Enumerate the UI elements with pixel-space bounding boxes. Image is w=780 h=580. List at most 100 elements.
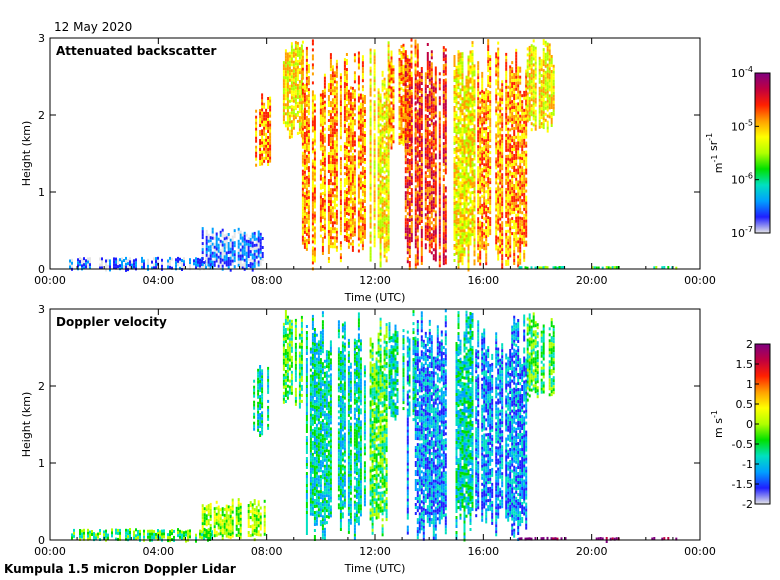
data-cell xyxy=(359,153,362,157)
data-cell xyxy=(305,97,308,101)
data-cell xyxy=(329,203,332,207)
data-cell xyxy=(477,259,480,263)
data-cell xyxy=(359,150,362,154)
data-cell xyxy=(430,194,433,198)
data-cell xyxy=(347,113,350,117)
data-cell xyxy=(349,170,352,174)
data-cell xyxy=(261,135,264,139)
data-cell xyxy=(359,105,362,109)
data-cell xyxy=(398,66,401,70)
data-cell xyxy=(387,236,390,240)
data-cell xyxy=(261,117,264,121)
data-cell xyxy=(335,59,338,63)
data-cell xyxy=(414,149,417,153)
data-cell xyxy=(69,262,71,266)
data-cell xyxy=(385,187,388,191)
data-cell xyxy=(479,148,482,152)
data-cell xyxy=(305,133,308,137)
data-cell xyxy=(487,168,490,172)
data-cell xyxy=(247,255,250,258)
data-cell xyxy=(377,226,380,230)
data-cell xyxy=(343,85,346,89)
data-cell xyxy=(387,194,390,198)
data-cell xyxy=(300,44,303,48)
data-cell xyxy=(377,109,380,113)
data-cell xyxy=(333,245,336,249)
data-cell xyxy=(442,58,445,62)
data-cell xyxy=(404,197,407,201)
data-cell xyxy=(331,245,334,249)
data-cell xyxy=(331,98,334,102)
data-cell xyxy=(404,203,407,207)
data-cell xyxy=(313,247,316,251)
data-cell xyxy=(294,41,297,45)
data-cell xyxy=(406,212,409,216)
data-cell xyxy=(434,192,437,196)
data-cell xyxy=(385,109,388,113)
data-cell xyxy=(402,127,405,131)
data-cell xyxy=(387,176,390,180)
data-cell xyxy=(329,74,332,78)
data-cell xyxy=(339,121,342,125)
data-cell xyxy=(406,134,409,138)
data-cell xyxy=(361,160,364,164)
data-cell xyxy=(489,136,492,140)
data-cell xyxy=(426,163,429,166)
data-cell xyxy=(69,265,71,269)
data-cell xyxy=(416,226,419,230)
data-cell xyxy=(353,59,356,63)
data-cell xyxy=(321,213,324,216)
data-cell xyxy=(301,208,304,212)
data-cell xyxy=(485,169,488,173)
data-cell xyxy=(296,44,299,48)
data-cell xyxy=(408,243,411,246)
data-cell xyxy=(414,39,417,43)
data-cell xyxy=(438,156,441,160)
data-cell xyxy=(398,114,401,118)
data-cell xyxy=(430,221,433,225)
data-cell xyxy=(495,178,498,182)
data-cell xyxy=(361,217,364,221)
data-cell xyxy=(305,187,308,191)
data-cell xyxy=(349,155,352,159)
data-cell xyxy=(388,73,391,77)
data-cell xyxy=(343,184,346,188)
data-cell xyxy=(467,70,470,74)
data-cell xyxy=(473,205,476,209)
data-cell xyxy=(357,150,360,154)
data-cell xyxy=(444,165,447,169)
data-cell xyxy=(455,224,458,228)
data-cell xyxy=(221,264,224,268)
data-cell xyxy=(303,134,306,138)
data-cell xyxy=(444,222,447,226)
data-cell xyxy=(313,142,316,146)
data-cell xyxy=(390,137,393,141)
data-cell xyxy=(307,217,310,221)
data-cell xyxy=(303,194,306,198)
data-cell xyxy=(444,189,447,193)
data-cell xyxy=(335,209,338,213)
data-cell xyxy=(195,260,197,264)
data-cell xyxy=(465,186,468,190)
data-cell xyxy=(406,137,409,141)
data-cell xyxy=(481,206,484,210)
data-cell xyxy=(373,112,376,116)
data-cell xyxy=(404,131,407,135)
data-cell xyxy=(418,201,421,204)
data-cell xyxy=(357,207,360,211)
data-cell xyxy=(379,162,382,166)
data-cell xyxy=(432,116,435,120)
data-cell xyxy=(471,104,474,108)
data-cell xyxy=(479,244,482,248)
data-cell xyxy=(343,214,346,218)
data-cell xyxy=(189,258,191,262)
data-cell xyxy=(438,87,441,91)
data-cell xyxy=(311,222,314,226)
data-cell xyxy=(261,120,264,124)
data-cell xyxy=(459,199,462,203)
data-cell xyxy=(153,263,155,267)
data-cell xyxy=(327,185,330,188)
data-cell xyxy=(481,107,484,111)
data-cell xyxy=(381,106,384,110)
data-cell xyxy=(359,219,362,223)
